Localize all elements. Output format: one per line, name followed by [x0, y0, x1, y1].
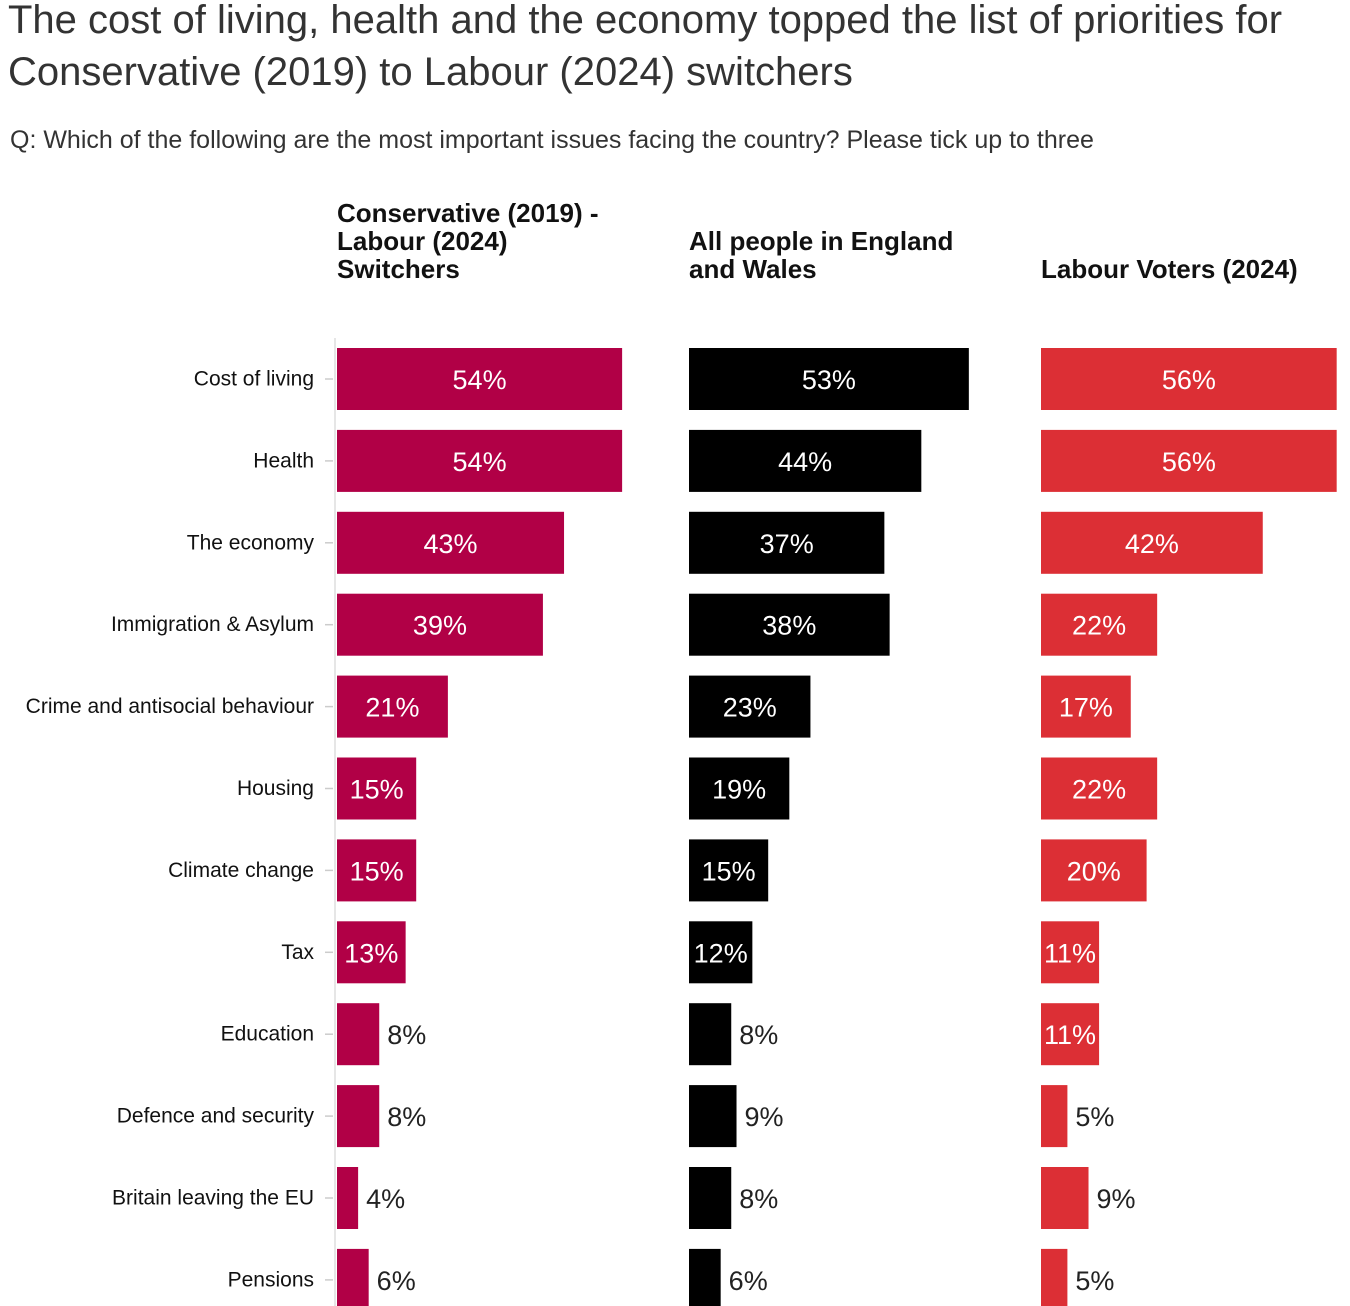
data-label: 15%: [350, 856, 404, 886]
data-label: 39%: [413, 611, 467, 641]
data-label: 8%: [739, 1184, 778, 1214]
data-label: 53%: [802, 365, 856, 395]
data-label: 6%: [729, 1266, 768, 1296]
bar: [1041, 921, 1100, 984]
data-label: 54%: [453, 365, 507, 395]
bar: [689, 348, 969, 410]
data-label: 42%: [1125, 529, 1179, 559]
bar: [1041, 757, 1158, 820]
category-label: Tax: [281, 941, 314, 964]
data-label: 22%: [1072, 611, 1126, 641]
bar: [1041, 429, 1337, 492]
bar: [337, 429, 623, 492]
data-label: 22%: [1072, 775, 1126, 805]
category-label: Health: [253, 449, 314, 472]
data-label: 38%: [762, 611, 816, 641]
category-label: Britain leaving the EU: [112, 1187, 314, 1210]
panel-title: Labour Voters (2024): [1041, 254, 1298, 284]
bar: [689, 1248, 721, 1306]
data-label: 44%: [778, 447, 832, 477]
bar: [337, 593, 543, 656]
category-label: Housing: [237, 777, 314, 800]
bar: [337, 1248, 369, 1306]
data-label: 12%: [694, 938, 748, 968]
data-label: 13%: [344, 938, 398, 968]
data-label: 9%: [745, 1102, 784, 1132]
data-label: 56%: [1162, 447, 1216, 477]
data-label: 54%: [453, 447, 507, 477]
data-label: 15%: [350, 775, 404, 805]
panel-title: Conservative (2019) -Labour (2024) Switch…: [337, 198, 599, 284]
bar: [337, 675, 448, 738]
bar: [337, 921, 406, 984]
bar: [689, 1085, 737, 1148]
bar: [689, 593, 890, 656]
bar: [689, 511, 885, 574]
panel-title: All people in England and Wales: [689, 226, 953, 284]
data-label: 8%: [387, 1102, 426, 1132]
chart-subtitle: Q: Which of the following are the most i…: [10, 126, 1094, 154]
category-label: Immigration & Asylum: [111, 613, 314, 636]
category-label: Pensions: [228, 1268, 314, 1291]
bar: [689, 921, 753, 984]
bar: [1041, 511, 1263, 574]
bar: [337, 1167, 359, 1229]
data-label: 8%: [387, 1020, 426, 1050]
data-label: 23%: [723, 693, 777, 723]
data-label: 5%: [1075, 1102, 1114, 1132]
bar: [689, 757, 790, 820]
category-label: Defence and security: [117, 1105, 315, 1128]
data-label: 6%: [377, 1266, 416, 1296]
data-label: 21%: [365, 693, 419, 723]
data-label: 19%: [712, 775, 766, 805]
category-label: The economy: [187, 531, 315, 554]
data-label: 11%: [1044, 938, 1096, 968]
data-label: 56%: [1162, 365, 1216, 395]
bar: [1041, 1003, 1100, 1066]
bar: [689, 429, 922, 492]
bar: [337, 839, 417, 902]
data-label: 8%: [739, 1020, 778, 1050]
category-label: Cost of living: [194, 368, 314, 391]
bar: [337, 757, 417, 820]
bar: [337, 1003, 380, 1066]
bar: [337, 348, 623, 410]
bar: [689, 1003, 732, 1066]
data-label: 11%: [1044, 1020, 1096, 1050]
data-label: 20%: [1067, 856, 1121, 886]
bar: [1041, 1248, 1068, 1306]
bar: [1041, 348, 1337, 410]
data-label: 4%: [366, 1184, 405, 1214]
data-label: 37%: [760, 529, 814, 559]
bar: [1041, 1085, 1068, 1148]
data-label: 43%: [423, 529, 477, 559]
data-label: 17%: [1059, 693, 1113, 723]
bar: [689, 839, 769, 902]
category-label: Crime and antisocial behaviour: [26, 695, 314, 718]
data-label: 5%: [1075, 1266, 1114, 1296]
bar: [1041, 839, 1147, 902]
bar: [337, 1085, 380, 1148]
bar: [1041, 593, 1158, 656]
bar: [689, 1167, 732, 1229]
bar: [1041, 1167, 1089, 1229]
bar: [337, 511, 565, 574]
data-label: 15%: [702, 856, 756, 886]
category-label: Climate change: [168, 859, 314, 882]
data-label: 9%: [1097, 1184, 1136, 1214]
bar: [1041, 675, 1131, 738]
category-label: Education: [221, 1023, 314, 1046]
chart-title: The cost of living, health and the econo…: [8, 0, 1283, 94]
bar: [689, 675, 811, 738]
